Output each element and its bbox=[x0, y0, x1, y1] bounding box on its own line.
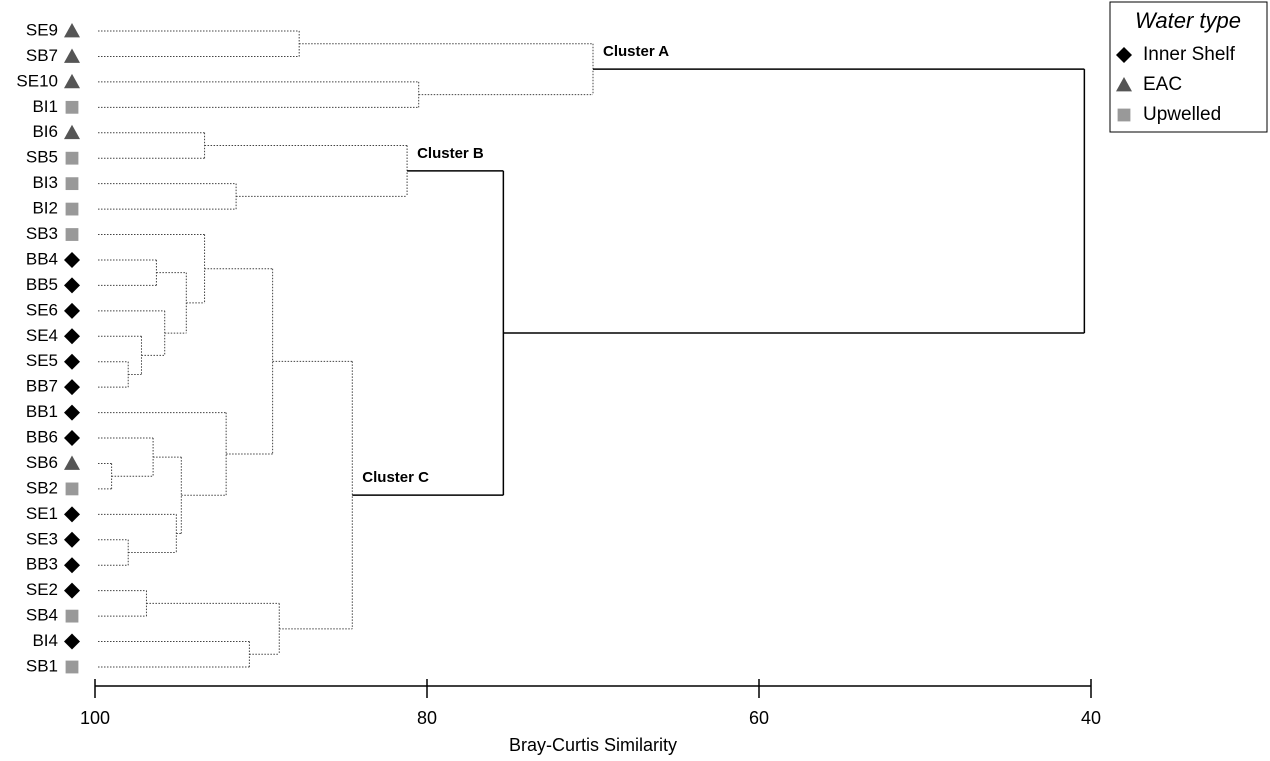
marker bbox=[64, 455, 80, 470]
marker bbox=[64, 430, 80, 447]
leaf-label: BI2 bbox=[32, 199, 58, 218]
cluster-label: Cluster C bbox=[362, 469, 429, 486]
legend-box bbox=[1109, 1, 1268, 133]
marker bbox=[64, 251, 80, 268]
marker bbox=[1116, 47, 1132, 63]
x-axis-label: Bray-Curtis Similarity bbox=[509, 735, 677, 755]
leaf-label: BI1 bbox=[32, 97, 58, 116]
leaf-label: BB6 bbox=[26, 428, 58, 447]
leaf-label: BB1 bbox=[26, 402, 58, 421]
leaf-label: SB2 bbox=[26, 478, 58, 497]
leaf-label: SB1 bbox=[26, 656, 58, 675]
marker bbox=[64, 302, 80, 319]
leaf-label: BI6 bbox=[32, 122, 58, 141]
marker bbox=[64, 404, 80, 421]
leaf-label: BB7 bbox=[26, 377, 58, 396]
marker bbox=[65, 151, 79, 165]
marker bbox=[65, 482, 79, 496]
marker bbox=[64, 531, 80, 548]
marker bbox=[1116, 77, 1132, 92]
marker bbox=[65, 660, 79, 674]
marker bbox=[65, 177, 79, 191]
legend-title: Water type bbox=[1135, 8, 1241, 33]
legend-label: EAC bbox=[1143, 74, 1182, 95]
marker bbox=[64, 124, 80, 140]
leaf-label: BI3 bbox=[32, 173, 58, 192]
leaf-label: BI4 bbox=[32, 631, 58, 650]
marker bbox=[65, 609, 79, 623]
marker bbox=[64, 73, 80, 89]
x-tick-label: 80 bbox=[417, 708, 437, 728]
leaf-label: SB4 bbox=[26, 606, 58, 625]
leaf-label: SE10 bbox=[16, 71, 58, 90]
leaf-label: SB6 bbox=[26, 453, 58, 472]
marker bbox=[64, 277, 80, 294]
x-tick-label: 40 bbox=[1081, 708, 1101, 728]
leaf-label: BB5 bbox=[26, 275, 58, 294]
marker bbox=[64, 23, 80, 38]
marker bbox=[1117, 108, 1131, 122]
leaf-label: SE5 bbox=[26, 351, 58, 370]
leaf-label: SE6 bbox=[26, 300, 58, 319]
marker bbox=[65, 100, 79, 114]
marker bbox=[64, 506, 80, 523]
leaf-label: SE2 bbox=[26, 580, 58, 599]
leaf-label: BB4 bbox=[26, 249, 58, 268]
cluster-label: Cluster A bbox=[603, 43, 669, 60]
legend-label: Upwelled bbox=[1143, 104, 1221, 125]
marker bbox=[65, 228, 79, 241]
cluster-label: Cluster B bbox=[417, 145, 484, 162]
marker bbox=[65, 202, 79, 216]
marker bbox=[64, 353, 80, 370]
leaf-label: SE4 bbox=[26, 326, 58, 345]
marker bbox=[64, 633, 80, 650]
x-tick-label: 60 bbox=[749, 708, 769, 728]
marker bbox=[64, 582, 80, 599]
marker bbox=[64, 379, 80, 396]
leaf-label: SE3 bbox=[26, 529, 58, 548]
legend-label: Inner Shelf bbox=[1143, 44, 1236, 65]
marker bbox=[64, 557, 80, 574]
leaf-label: BB3 bbox=[26, 555, 58, 574]
marker bbox=[64, 48, 80, 63]
x-tick-label: 100 bbox=[80, 708, 110, 728]
leaf-label: SB3 bbox=[26, 224, 58, 243]
leaf-label: SE1 bbox=[26, 504, 58, 523]
leaf-label: SB5 bbox=[26, 148, 58, 167]
leaf-label: SB7 bbox=[26, 46, 58, 65]
leaf-label: SE9 bbox=[26, 20, 58, 39]
marker bbox=[64, 328, 80, 345]
